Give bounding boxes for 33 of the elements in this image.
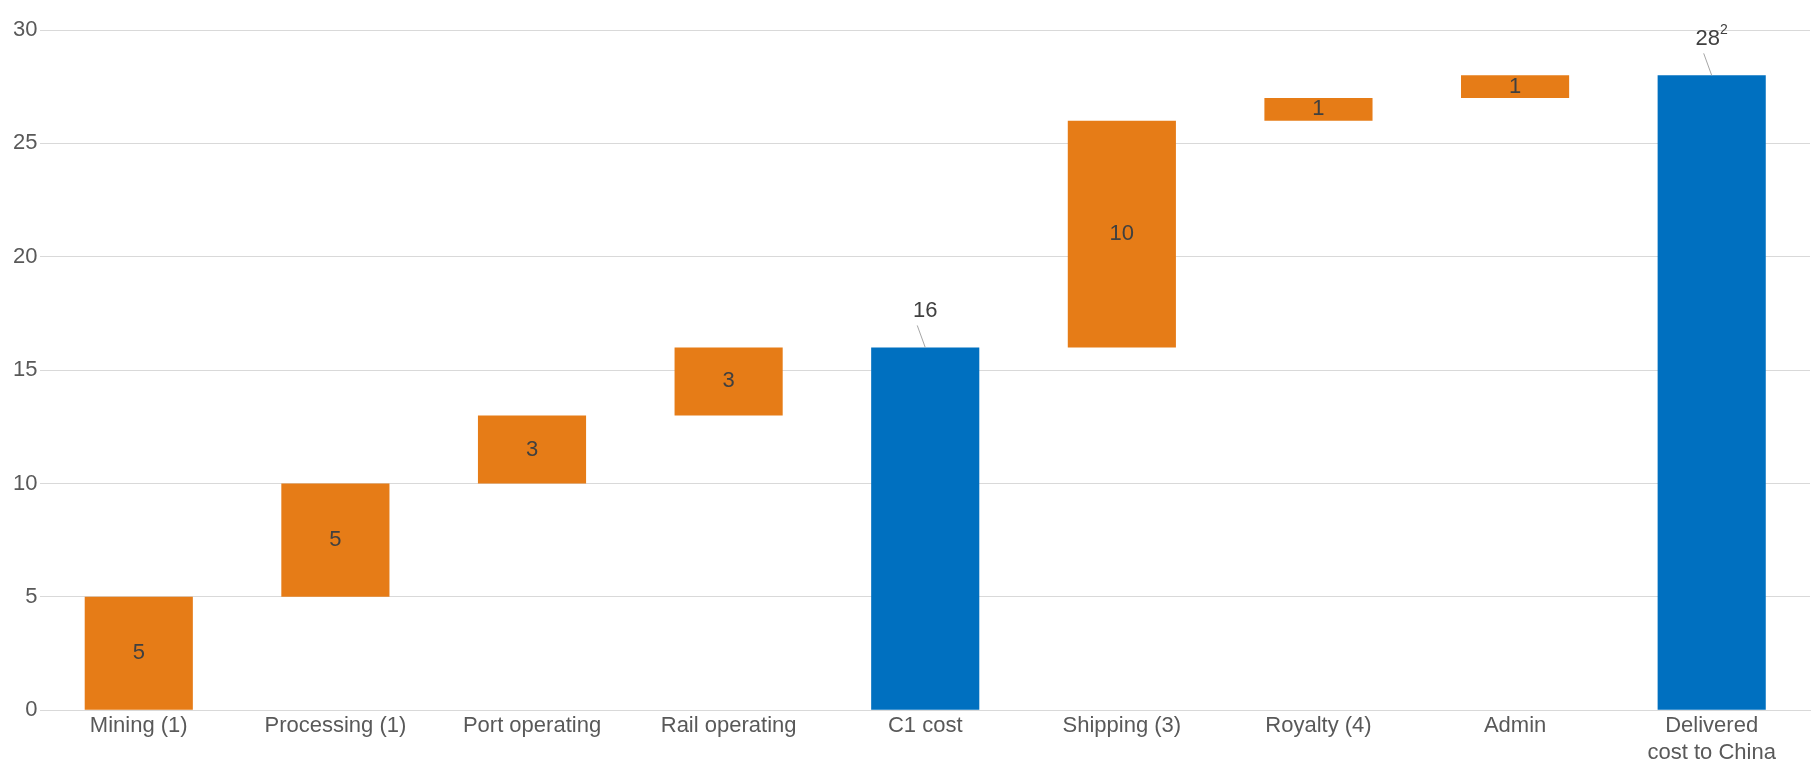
y-tick-label: 0	[25, 696, 38, 722]
data-label: 5	[132, 639, 145, 665]
x-tick-label: Royalty (4)	[1265, 712, 1372, 738]
bar	[281, 483, 390, 597]
data-label: 16	[913, 297, 938, 323]
bar	[84, 596, 193, 710]
data-label: 3	[722, 367, 735, 393]
x-tick-label: C1 cost	[887, 712, 963, 738]
x-tick-label: Port operating	[462, 712, 602, 738]
y-tick-label: 20	[12, 242, 38, 268]
data-label: 1	[1312, 95, 1325, 121]
x-tick-label: Delivered cost to China	[1647, 712, 1777, 764]
bar	[1067, 120, 1176, 348]
y-tick-label: 30	[12, 16, 38, 42]
x-tick-label: Admin	[1483, 712, 1547, 738]
y-tick-label: 10	[12, 469, 38, 495]
x-tick-label: Mining (1)	[89, 712, 188, 738]
bar	[674, 347, 783, 416]
data-label: 3	[525, 435, 539, 461]
y-tick-label: 15	[12, 356, 38, 382]
x-tick-label: Processing (1)	[264, 712, 407, 738]
bar	[477, 415, 587, 484]
bar	[1657, 75, 1766, 710]
bar	[1264, 98, 1373, 121]
data-label: 5	[329, 526, 342, 552]
x-tick-label: Shipping (3)	[1062, 712, 1182, 738]
y-tick-label: 5	[25, 582, 38, 608]
data-label: 10	[1109, 220, 1135, 246]
bar	[871, 347, 980, 710]
y-tick-label: 25	[12, 129, 38, 155]
x-tick-label: Rail operating	[660, 712, 797, 738]
bar	[1461, 75, 1570, 99]
data-label: 1	[1508, 72, 1522, 98]
